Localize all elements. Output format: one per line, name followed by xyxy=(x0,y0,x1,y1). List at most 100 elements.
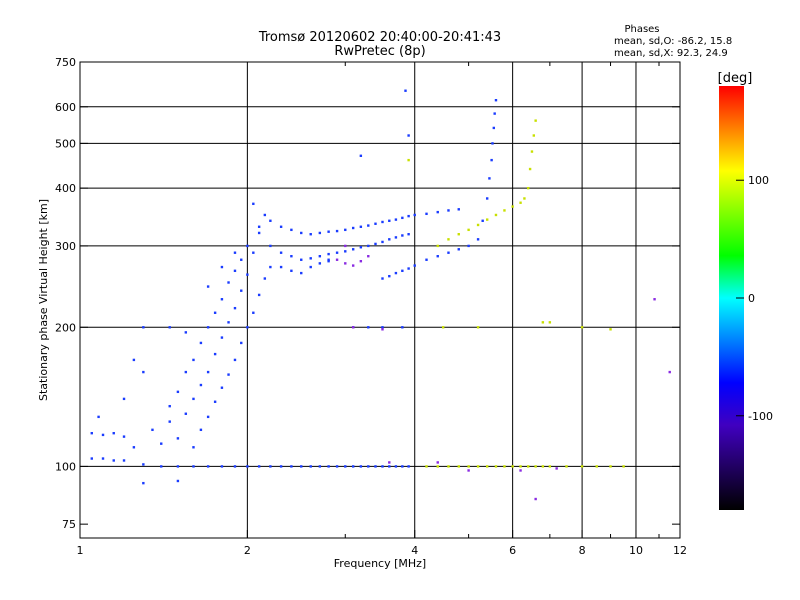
data-point-O xyxy=(359,154,363,158)
data-point-O xyxy=(401,234,404,237)
data-point-O xyxy=(263,213,267,217)
data-point-O xyxy=(407,134,410,137)
data-point-O xyxy=(168,404,171,408)
data-point-O xyxy=(176,479,180,483)
data-point-O xyxy=(132,358,136,362)
data-point-O xyxy=(233,358,237,362)
data-point-O xyxy=(199,428,203,432)
data-point-O xyxy=(351,226,355,230)
data-point-X xyxy=(530,150,534,153)
data-point-O xyxy=(388,238,391,241)
data-point-O xyxy=(309,257,312,260)
data-point-O xyxy=(290,269,293,273)
data-point-mixed xyxy=(388,461,391,464)
data-point-O xyxy=(112,459,115,462)
y-tick-label: 750 xyxy=(55,56,76,69)
data-point-O xyxy=(344,250,347,253)
data-point-O xyxy=(184,370,188,374)
data-point-mixed xyxy=(653,298,656,301)
data-point-O xyxy=(300,271,303,275)
data-point-mixed xyxy=(351,326,355,329)
data-point-O xyxy=(132,446,136,449)
data-point-O xyxy=(436,255,439,258)
data-point-X xyxy=(467,465,470,468)
data-point-O xyxy=(192,446,195,449)
data-point-O xyxy=(252,202,255,206)
data-point-X xyxy=(457,465,460,468)
y-tick-label: 300 xyxy=(55,240,76,253)
data-point-X xyxy=(425,465,428,468)
colorbar-tick-label: 0 xyxy=(748,292,755,305)
data-point-O xyxy=(447,209,450,212)
data-point-X xyxy=(511,205,514,208)
data-point-mixed xyxy=(467,469,470,472)
data-point-O xyxy=(493,112,496,115)
data-point-O xyxy=(151,428,154,432)
data-point-O xyxy=(279,265,283,269)
data-point-X xyxy=(519,465,522,468)
data-point-O xyxy=(401,216,404,220)
y-tick-label: 200 xyxy=(55,321,76,334)
data-point-O xyxy=(344,465,347,468)
data-point-O xyxy=(199,341,203,345)
data-point-O xyxy=(488,177,491,180)
data-point-X xyxy=(436,244,439,248)
data-point-O xyxy=(407,214,410,218)
data-point-O xyxy=(394,236,398,239)
data-point-X xyxy=(476,223,480,227)
data-point-O xyxy=(394,271,398,275)
data-point-O xyxy=(220,465,224,468)
data-point-O xyxy=(233,306,237,310)
data-point-O xyxy=(142,326,145,329)
data-point-O xyxy=(220,298,224,301)
data-point-O xyxy=(309,233,312,236)
colorbar-title: [deg] xyxy=(718,71,753,86)
grid-lines xyxy=(80,62,680,538)
data-point-O xyxy=(220,265,224,269)
data-point-X xyxy=(476,326,480,329)
x-tick-label: 2 xyxy=(244,544,251,557)
data-point-X xyxy=(534,119,537,122)
data-point-O xyxy=(425,212,428,216)
data-point-X xyxy=(580,465,584,468)
data-point-O xyxy=(367,244,370,248)
data-point-O xyxy=(425,258,428,261)
data-point-X xyxy=(447,238,450,241)
data-point-mixed xyxy=(351,264,355,267)
data-point-X xyxy=(528,167,532,171)
data-point-X xyxy=(541,321,545,324)
data-point-O xyxy=(213,400,217,403)
data-point-O xyxy=(279,225,283,228)
data-point-O xyxy=(233,251,237,254)
data-point-O xyxy=(142,370,145,374)
data-point-mixed xyxy=(519,469,522,472)
data-point-X xyxy=(476,465,480,468)
data-point-O xyxy=(160,442,163,445)
data-point-O xyxy=(257,465,261,468)
data-point-O xyxy=(142,463,145,466)
data-point-O xyxy=(359,465,363,468)
data-point-mixed xyxy=(381,328,384,331)
data-point-O xyxy=(206,465,210,468)
data-point-O xyxy=(381,220,384,224)
data-point-O xyxy=(490,158,493,162)
data-point-O xyxy=(122,435,126,438)
data-point-O xyxy=(467,244,470,248)
y-axis-label: Stationary phase Virtual Height [km] xyxy=(37,199,50,401)
data-point-O xyxy=(318,465,322,468)
data-point-O xyxy=(335,251,339,254)
data-point-O xyxy=(300,231,303,235)
data-point-X xyxy=(503,465,506,468)
data-point-O xyxy=(374,242,377,246)
data-point-O xyxy=(263,277,267,280)
data-point-O xyxy=(246,465,249,468)
data-point-O xyxy=(227,281,230,284)
data-point-O xyxy=(246,326,249,329)
chart-subtitle: RwPretec (8p) xyxy=(334,44,425,59)
data-point-O xyxy=(436,210,439,214)
data-point-O xyxy=(240,341,243,345)
data-point-X xyxy=(494,213,498,217)
data-point-O xyxy=(404,89,407,92)
data-point-O xyxy=(344,228,347,232)
data-point-X xyxy=(527,465,530,468)
